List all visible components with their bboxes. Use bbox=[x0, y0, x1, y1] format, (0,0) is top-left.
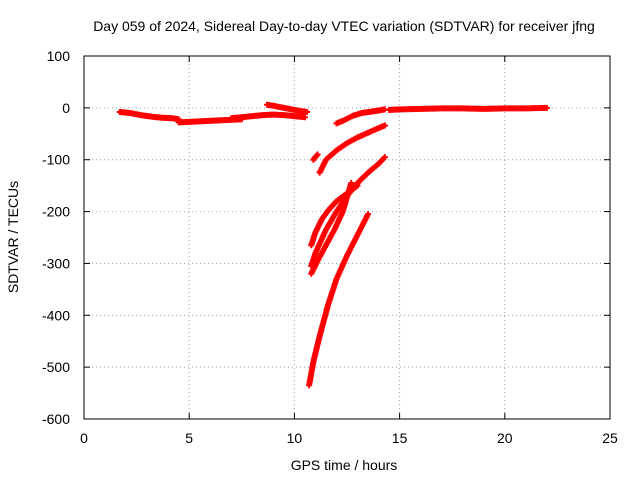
data-point bbox=[314, 151, 321, 158]
x-tick-label: 25 bbox=[602, 430, 618, 446]
x-tick-label: 20 bbox=[497, 430, 513, 446]
y-tick-label: 100 bbox=[47, 48, 71, 64]
data-point bbox=[381, 122, 388, 129]
y-tick-label: -100 bbox=[42, 152, 70, 168]
data-point bbox=[348, 180, 355, 187]
data-point bbox=[304, 109, 311, 116]
x-tick-labels: 0 5 10 15 20 25 bbox=[80, 430, 618, 446]
y-tick-labels: 100 0 -100 -200 -300 -400 -500 -600 bbox=[42, 48, 70, 427]
x-tick-label: 5 bbox=[185, 430, 193, 446]
y-axis-label: SDTVAR / TECUs bbox=[5, 181, 21, 293]
x-tick-label: 10 bbox=[287, 430, 303, 446]
data-point bbox=[381, 154, 388, 161]
data-point bbox=[301, 114, 308, 121]
x-axis-label: GPS time / hours bbox=[291, 457, 398, 473]
y-tick-label: -400 bbox=[42, 307, 70, 323]
data-points bbox=[116, 101, 550, 389]
y-tick-label: -300 bbox=[42, 255, 70, 271]
y-tick-label: -500 bbox=[42, 359, 70, 375]
chart-title: Day 059 of 2024, Sidereal Day-to-day VTE… bbox=[93, 18, 595, 34]
x-tick-label: 0 bbox=[80, 430, 88, 446]
y-tick-label: -600 bbox=[42, 411, 70, 427]
y-tick-label: -200 bbox=[42, 204, 70, 220]
plot-frame bbox=[83, 55, 611, 420]
data-point bbox=[543, 104, 550, 111]
y-tick-label: 0 bbox=[62, 100, 70, 116]
x-tick-label: 15 bbox=[392, 430, 408, 446]
data-point bbox=[365, 211, 372, 218]
